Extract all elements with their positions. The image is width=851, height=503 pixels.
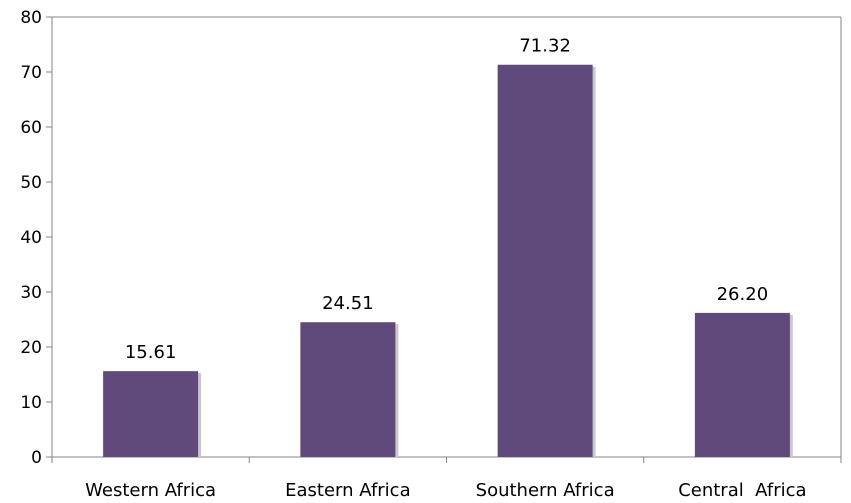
x-category-label: Southern Africa	[476, 480, 615, 501]
y-tick-label: 30	[20, 283, 42, 303]
y-axis: 0 10 20 30 40 50 60 70 80	[20, 8, 52, 468]
y-tick-label: 70	[20, 63, 42, 83]
y-tick-label: 0	[31, 448, 42, 468]
bar	[497, 64, 593, 458]
y-tick-label: 20	[20, 338, 42, 358]
bar	[103, 371, 199, 457]
data-label: 24.51	[322, 293, 374, 314]
y-tick-label: 50	[20, 173, 42, 193]
data-labels: 15.61 24.51 71.32 26.20	[125, 36, 768, 363]
bar	[694, 312, 790, 457]
data-label: 26.20	[717, 284, 769, 305]
bars	[103, 64, 790, 458]
data-label: 15.61	[125, 342, 177, 363]
y-tick-label: 60	[20, 118, 42, 138]
bar-shadows	[106, 66, 793, 458]
x-category-label: Western Africa	[85, 480, 216, 501]
data-label: 71.32	[519, 36, 571, 57]
y-tick-label: 10	[20, 393, 42, 413]
x-category-label: Eastern Africa	[285, 480, 410, 501]
y-tick-label: 80	[20, 8, 42, 28]
y-tick-label: 40	[20, 228, 42, 248]
bar	[300, 322, 396, 457]
x-category-label: Central Africa	[678, 480, 806, 501]
x-axis: Western Africa Eastern Africa Southern Afr…	[51, 457, 842, 501]
